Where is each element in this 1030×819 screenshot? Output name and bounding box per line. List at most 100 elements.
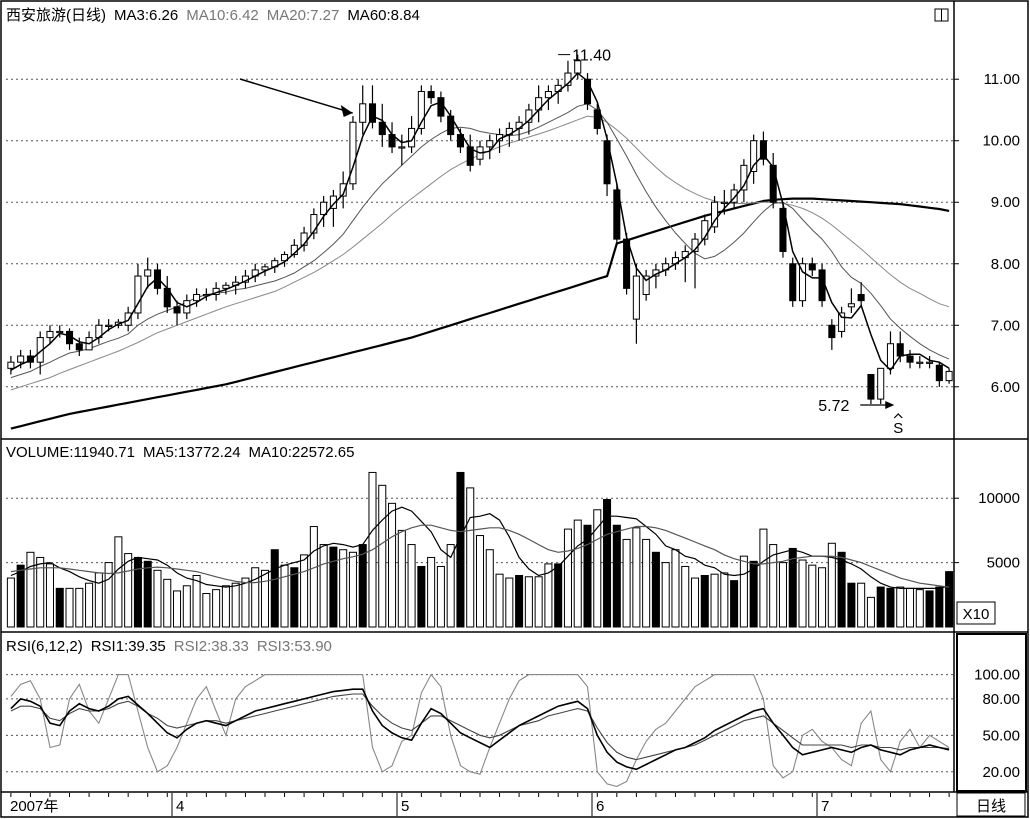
- volume-bar: [915, 589, 924, 628]
- period-button[interactable]: [956, 792, 1026, 817]
- volume-bar: [690, 577, 700, 628]
- volume-bar: [495, 573, 504, 628]
- period-button-label[interactable]: 日线: [976, 798, 1006, 815]
- volume-bar: [720, 572, 729, 628]
- volume-bar: [798, 559, 807, 628]
- candle-body: [877, 367, 885, 400]
- candle-up: [632, 263, 640, 344]
- candle-body: [17, 355, 25, 363]
- candle-up: [329, 189, 337, 227]
- volume-bar: [573, 519, 582, 628]
- candle-body: [456, 134, 464, 148]
- candle-body: [544, 91, 552, 99]
- candle-up: [750, 134, 758, 184]
- ma3-value: MA3:6.26: [114, 7, 179, 24]
- candle-up: [359, 85, 367, 135]
- rsi-tick-label: 100.00: [974, 667, 1020, 684]
- rsi-tick-label: 20.00: [982, 764, 1020, 781]
- volume-value: VOLUME:11940.71: [6, 444, 135, 461]
- candle-down: [26, 349, 34, 369]
- ma20-value: MA20:7.27: [266, 7, 340, 24]
- candle-down: [613, 183, 621, 246]
- volume-bar: [739, 555, 748, 628]
- volume-bar: [182, 585, 191, 628]
- candle-up: [398, 134, 406, 166]
- volume-bar: [466, 487, 475, 628]
- candle-up: [7, 356, 15, 375]
- volume-bar: [319, 544, 328, 628]
- volume-bar: [925, 590, 934, 628]
- candle-up: [261, 263, 269, 277]
- candle-body: [398, 146, 406, 149]
- candle-body: [378, 121, 386, 136]
- candle-body: [750, 140, 758, 172]
- rsi-panel-header: RSI(6,12,2) RSI1:39.35 RSI2:38.33 RSI3:53.9…: [6, 638, 340, 655]
- volume-bar: [26, 551, 35, 628]
- candle-body: [359, 103, 367, 123]
- volume-bar: [515, 574, 524, 628]
- candle-body: [847, 303, 855, 308]
- volume-bar: [329, 546, 338, 628]
- candle-down: [828, 319, 836, 350]
- candle-body: [134, 275, 142, 314]
- volume-bar: [55, 587, 64, 628]
- candle-down: [769, 153, 777, 209]
- volume-bar: [603, 498, 612, 628]
- candle-body: [339, 183, 347, 197]
- volume-bar: [818, 567, 827, 628]
- volume-bar: [6, 577, 15, 628]
- candle-body: [759, 140, 767, 160]
- volume-bar: [300, 554, 309, 628]
- candle-body: [427, 91, 435, 99]
- volume-bar: [593, 509, 602, 628]
- candle-up: [916, 356, 924, 369]
- volume-bar: [339, 549, 348, 628]
- volume-bar: [221, 585, 230, 628]
- candle-down: [808, 257, 816, 277]
- candle-body: [711, 201, 719, 228]
- volume-bar: [876, 586, 885, 628]
- candle-body: [769, 164, 777, 203]
- volume-bar: [446, 544, 455, 628]
- rsi-params: RSI(6,12,2): [6, 638, 83, 655]
- volume-bar: [642, 538, 651, 628]
- candle-body: [642, 275, 650, 296]
- low-price-label: 5.72: [818, 398, 849, 415]
- candle-body: [437, 97, 445, 117]
- candle-up: [720, 189, 728, 215]
- candle-body: [593, 109, 601, 129]
- candle-body: [838, 312, 846, 332]
- candle-body: [632, 275, 640, 320]
- volume-bar: [857, 582, 866, 628]
- volume-bar: [485, 549, 494, 628]
- volume-bar: [945, 571, 954, 628]
- rsi-tick-label: 50.00: [982, 727, 1020, 744]
- candle-body: [945, 370, 953, 382]
- volume-bar: [700, 574, 709, 628]
- price-tick-label: 8.00: [991, 256, 1020, 273]
- candle-up: [886, 331, 895, 375]
- volume-bar: [632, 527, 641, 628]
- volume-bar: [407, 544, 416, 628]
- volume-bar: [436, 565, 445, 628]
- candle-down: [173, 300, 181, 326]
- volume-bar: [730, 580, 739, 628]
- volume-bar: [75, 587, 84, 628]
- candle-body: [808, 263, 816, 271]
- candle-body: [222, 284, 230, 289]
- window-toggle-icon[interactable]: [934, 8, 949, 22]
- volume-bar: [554, 563, 563, 628]
- candle-up: [339, 171, 347, 209]
- ma60-line: [10, 197, 950, 430]
- volume-bar: [778, 562, 787, 628]
- rsi3-value: RSI3:53.90: [256, 638, 332, 655]
- volume-bar: [583, 524, 592, 628]
- volume-bar: [505, 577, 514, 628]
- volume-unit-box: [956, 601, 996, 625]
- candle-body: [720, 201, 728, 204]
- volume-bar: [671, 549, 680, 628]
- candle-up: [222, 282, 230, 295]
- candle-down: [818, 263, 826, 307]
- rsi1-value: RSI1:39.35: [90, 638, 166, 655]
- volume-bar: [124, 553, 133, 628]
